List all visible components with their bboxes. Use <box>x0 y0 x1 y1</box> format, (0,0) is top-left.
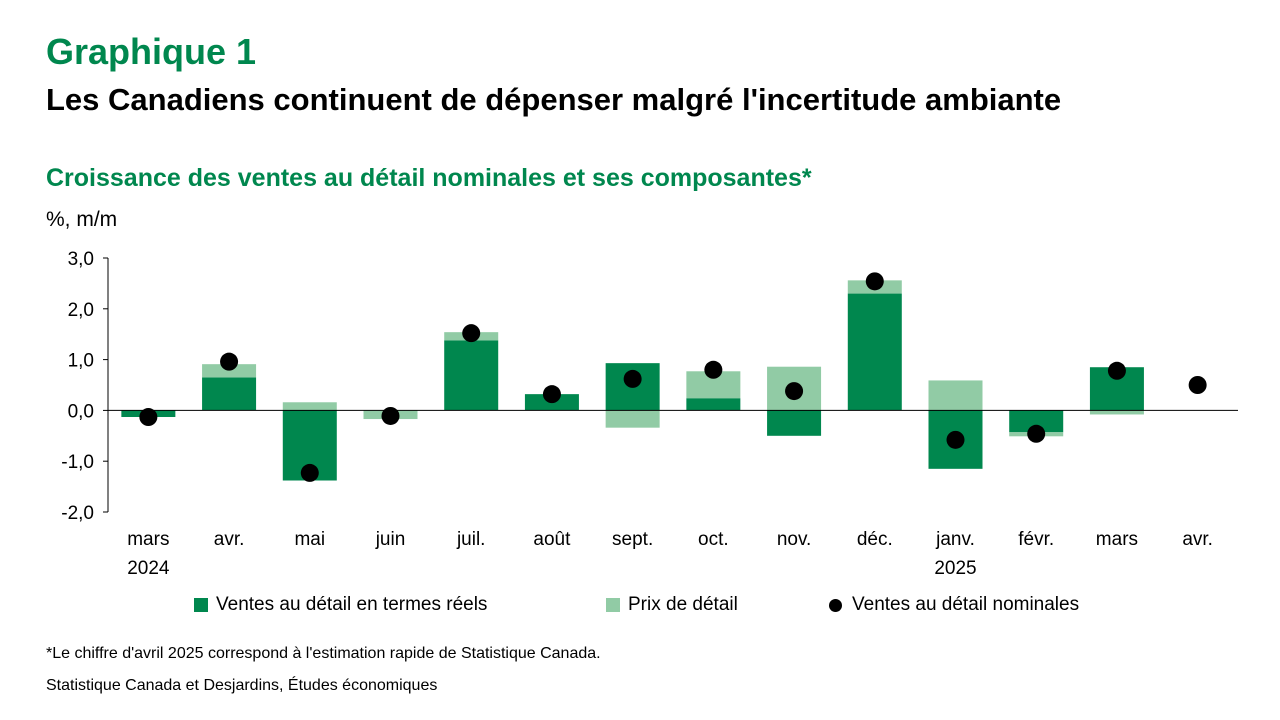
legend-swatch-real-sales <box>194 598 208 612</box>
chart-number: Graphique 1 <box>46 31 257 72</box>
bar-prices <box>1089 410 1144 415</box>
bar-real-sales <box>847 293 902 411</box>
legend-swatch-nominal-sales <box>829 598 842 612</box>
bar-real-sales <box>767 410 822 436</box>
x-tick-label: mars <box>127 529 169 550</box>
main-title: Les Canadiens continuent de dépenser mal… <box>46 82 1062 117</box>
dot-nominal-sales <box>381 406 400 425</box>
dot-nominal-sales <box>1027 424 1046 443</box>
x-tick-label: sept. <box>612 529 653 550</box>
y-tick-label: 1,0 <box>68 351 94 372</box>
bar-real-sales <box>444 340 499 411</box>
x-tick-label: juin <box>375 529 406 550</box>
dot-nominal-sales <box>946 430 965 449</box>
dot-nominal-sales <box>785 382 804 401</box>
x-tick-label: janv. <box>935 529 975 550</box>
bar-prices <box>202 364 257 378</box>
dot-nominal-sales <box>300 463 319 482</box>
legend-label-prices: Prix de détail <box>628 594 738 615</box>
x-tick-label: avr. <box>1182 529 1213 550</box>
dot-nominal-sales <box>542 385 561 404</box>
legend-item-prices: Prix de détail <box>606 591 738 619</box>
bar-real-sales <box>202 377 257 411</box>
y-tick-label: 0,0 <box>68 401 94 422</box>
chart-legend: Ventes au détail en termes réels Prix de… <box>0 591 1280 619</box>
legend-label-real-sales: Ventes au détail en termes réels <box>216 594 488 615</box>
dot-nominal-sales <box>1107 361 1126 380</box>
bar-prices <box>928 380 983 411</box>
x-tick-label: avr. <box>214 529 245 550</box>
dot-nominal-sales <box>865 272 884 291</box>
legend-item-real-sales: Ventes au détail en termes réels <box>194 591 487 619</box>
dot-nominal-sales <box>220 352 239 371</box>
y-tick-label: -1,0 <box>61 452 94 473</box>
legend-label-nominal-sales: Ventes au détail nominales <box>852 594 1080 615</box>
x-year-label: 2024 <box>127 558 170 579</box>
legend-item-nominal-sales: Ventes au détail nominales <box>829 591 1079 619</box>
dot-nominal-sales <box>1188 376 1207 394</box>
bar-prices <box>282 402 337 411</box>
x-tick-label: oct. <box>698 529 729 550</box>
dot-nominal-sales <box>623 369 642 388</box>
y-tick-label: -2,0 <box>61 503 94 524</box>
y-tick-label: 2,0 <box>68 300 94 321</box>
bar-real-sales <box>686 398 741 411</box>
x-year-label: 2025 <box>934 558 976 579</box>
legend-swatch-prices <box>606 598 620 612</box>
x-tick-label: févr. <box>1018 529 1054 550</box>
footnote: *Le chiffre d'avril 2025 correspond à l'… <box>46 645 601 662</box>
x-tick-label: nov. <box>777 529 812 550</box>
bar-real-sales <box>1009 410 1064 433</box>
x-tick-label: juil. <box>456 529 486 550</box>
chart-title: Croissance des ventes au détail nominale… <box>46 164 812 192</box>
y-tick-label: 3,0 <box>68 249 94 270</box>
x-tick-label: mai <box>294 529 325 550</box>
source-note: Statistique Canada et Desjardins, Études… <box>46 677 438 694</box>
x-tick-label: mars <box>1096 529 1138 550</box>
bar-prices <box>605 410 660 428</box>
y-axis-unit-label: %, m/m <box>46 208 118 231</box>
x-tick-label: déc. <box>857 529 893 550</box>
dot-nominal-sales <box>462 324 481 343</box>
x-tick-label: août <box>533 529 571 550</box>
dot-nominal-sales <box>139 408 158 427</box>
dot-nominal-sales <box>704 360 723 379</box>
